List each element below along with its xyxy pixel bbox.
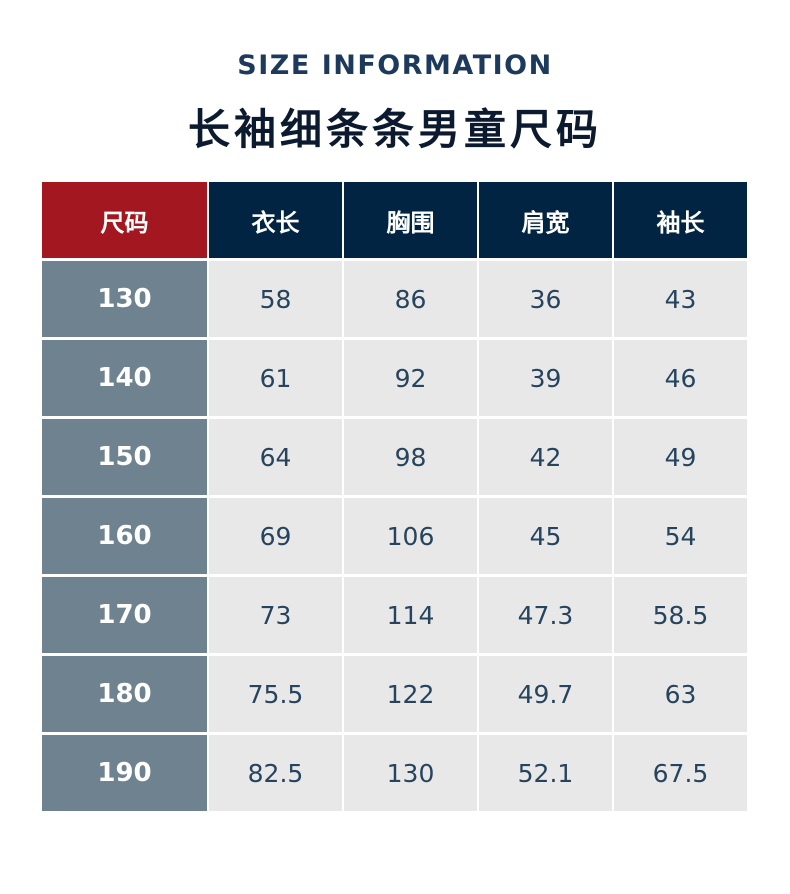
cell-length: 58 [209, 261, 342, 337]
cell-sleeve: 54 [614, 498, 747, 574]
cell-size: 170 [42, 577, 207, 653]
cell-size: 190 [42, 735, 207, 811]
page-title: 长袖细条条男童尺码 [187, 105, 602, 154]
cell-size: 140 [42, 340, 207, 416]
cell-shoulder: 47.3 [479, 577, 612, 653]
cell-chest: 114 [344, 577, 477, 653]
header-row: 尺码 衣长 胸围 肩宽 袖长 [42, 182, 747, 258]
table-row: 180 75.5 122 49.7 63 [42, 656, 747, 732]
cell-shoulder: 42 [479, 419, 612, 495]
header-cell-sleeve: 袖长 [614, 182, 747, 258]
cell-chest: 92 [344, 340, 477, 416]
cell-chest: 130 [344, 735, 477, 811]
cell-chest: 98 [344, 419, 477, 495]
cell-chest: 86 [344, 261, 477, 337]
cell-length: 75.5 [209, 656, 342, 732]
cell-shoulder: 45 [479, 498, 612, 574]
cell-chest: 122 [344, 656, 477, 732]
cell-length: 82.5 [209, 735, 342, 811]
cell-length: 69 [209, 498, 342, 574]
cell-size: 160 [42, 498, 207, 574]
table-row: 140 61 92 39 46 [42, 340, 747, 416]
table-row: 170 73 114 47.3 58.5 [42, 577, 747, 653]
header-cell-length: 衣长 [209, 182, 342, 258]
cell-length: 64 [209, 419, 342, 495]
cell-shoulder: 49.7 [479, 656, 612, 732]
cell-size: 150 [42, 419, 207, 495]
cell-length: 73 [209, 577, 342, 653]
cell-length: 61 [209, 340, 342, 416]
table-row: 150 64 98 42 49 [42, 419, 747, 495]
cell-shoulder: 36 [479, 261, 612, 337]
subtitle: SIZE INFORMATION [237, 50, 553, 81]
header-cell-shoulder: 肩宽 [479, 182, 612, 258]
table-row: 190 82.5 130 52.1 67.5 [42, 735, 747, 811]
cell-sleeve: 49 [614, 419, 747, 495]
cell-shoulder: 52.1 [479, 735, 612, 811]
header-cell-size: 尺码 [42, 182, 207, 258]
cell-sleeve: 46 [614, 340, 747, 416]
cell-shoulder: 39 [479, 340, 612, 416]
cell-sleeve: 67.5 [614, 735, 747, 811]
cell-chest: 106 [344, 498, 477, 574]
table-row: 130 58 86 36 43 [42, 261, 747, 337]
cell-sleeve: 43 [614, 261, 747, 337]
cell-size: 130 [42, 261, 207, 337]
cell-sleeve: 58.5 [614, 577, 747, 653]
cell-size: 180 [42, 656, 207, 732]
header-cell-chest: 胸围 [344, 182, 477, 258]
size-table: 尺码 衣长 胸围 肩宽 袖长 130 58 86 36 43 140 61 92 39 46 150… [40, 179, 749, 814]
table-row: 160 69 106 45 54 [42, 498, 747, 574]
cell-sleeve: 63 [614, 656, 747, 732]
